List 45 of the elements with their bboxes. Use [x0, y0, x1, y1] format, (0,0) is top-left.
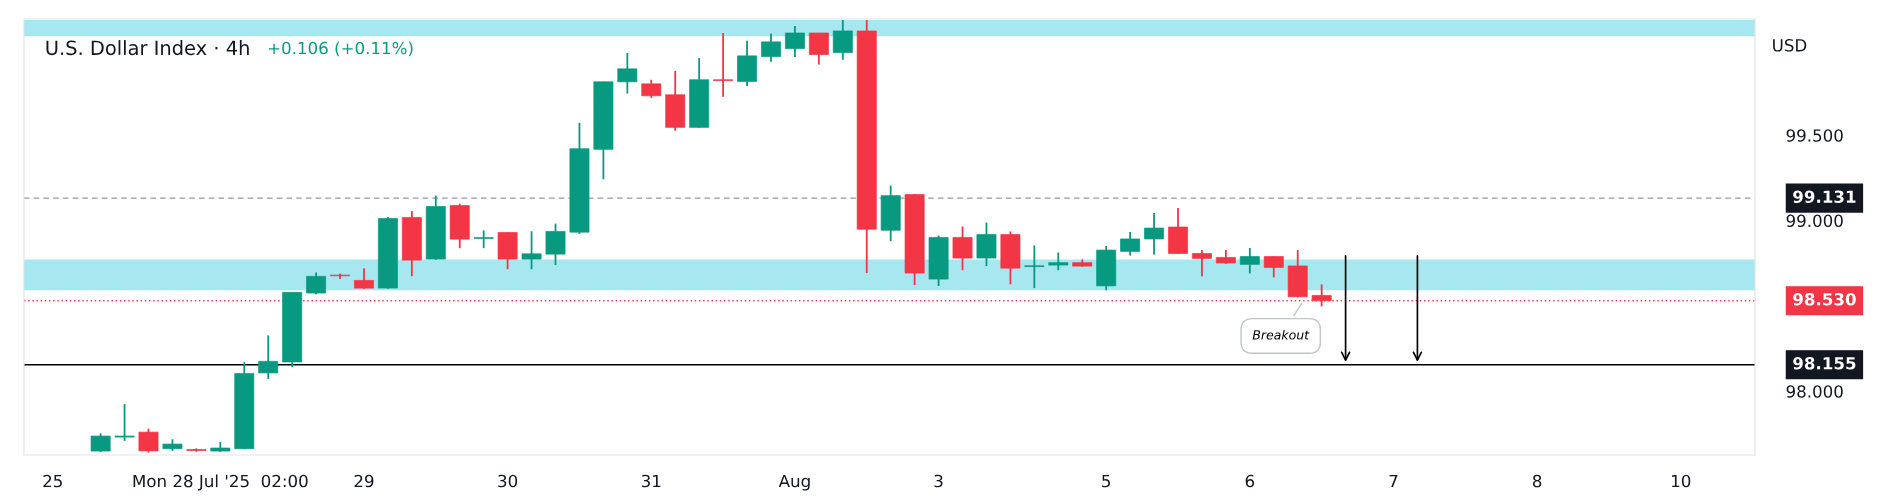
x-tick-label: 10	[1672, 474, 1691, 488]
x-tick-label: Aug	[778, 474, 810, 491]
annotation: Breakout	[1252, 329, 1310, 340]
y-tick-label: 99.000	[1786, 214, 1843, 228]
candlestick	[808, 32, 829, 66]
x-tick-label: 3	[934, 474, 943, 488]
y-tick-label: 99.500	[1786, 129, 1843, 142]
candlestick	[138, 427, 159, 454]
text: U.S. Dollar Index · 4h	[46, 40, 249, 56]
candlestick	[1024, 244, 1045, 290]
x-tick-label: 30	[498, 474, 518, 488]
candlestick	[1239, 247, 1260, 275]
candlestick	[114, 403, 135, 442]
candlestick	[617, 52, 638, 95]
candlestick	[521, 230, 542, 271]
ref-line-label: 99.131	[1793, 190, 1856, 204]
x-tick-label: 8	[1532, 474, 1542, 488]
x-tick-label: 29	[354, 474, 374, 488]
y-axis-title: USD	[1773, 39, 1807, 52]
x-tick-label: Mon 28 Jul '25 02:00	[133, 474, 308, 491]
candlestick	[976, 221, 997, 268]
x-tick-label: 7	[1389, 474, 1398, 488]
text: +0.106 (+0.11%)	[268, 41, 413, 57]
x-tick-label: 6	[1245, 474, 1255, 488]
candlestick	[354, 267, 374, 290]
ref-line-label: 98.530	[1793, 292, 1856, 306]
x-tick-label: 31	[641, 474, 661, 488]
y-tick-label: 98.000	[1786, 385, 1843, 398]
candlestick	[1192, 249, 1212, 278]
candlestick	[473, 229, 494, 250]
candlestick	[761, 32, 781, 63]
candlestick	[832, 19, 853, 61]
candlestick	[90, 432, 111, 453]
x-tick-label: 25	[43, 474, 62, 488]
x-tick-label: 5	[1102, 474, 1111, 488]
candlestick	[1263, 255, 1284, 279]
candlestick	[952, 225, 973, 272]
candlestick	[785, 25, 805, 58]
candlestick	[258, 334, 279, 380]
candlestick	[713, 32, 734, 98]
candlestick	[1144, 212, 1164, 256]
candlestick	[641, 78, 662, 99]
candlestick	[545, 222, 566, 266]
candlestick	[1120, 231, 1141, 257]
ref-line-label: 98.155	[1793, 356, 1856, 370]
